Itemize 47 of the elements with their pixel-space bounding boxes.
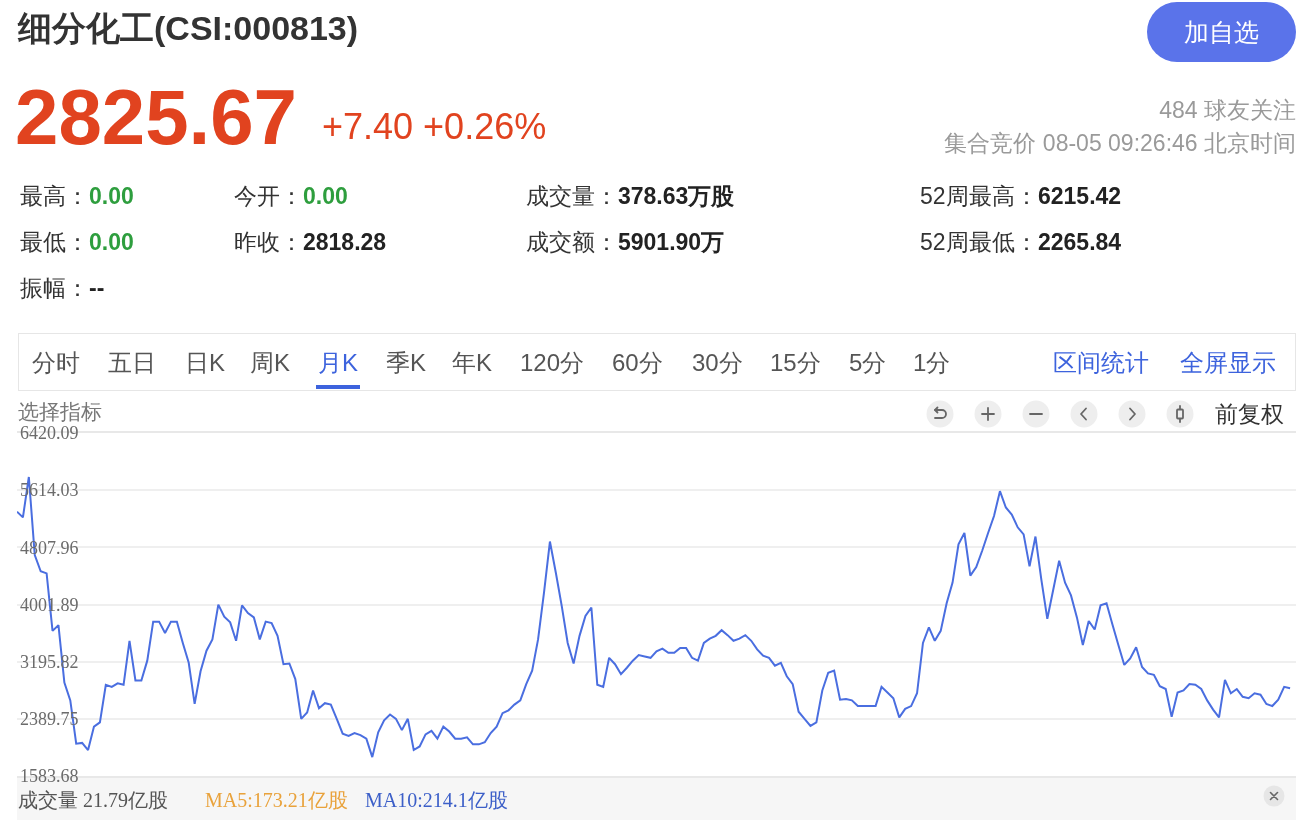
text: 60分 (612, 347, 663, 377)
text: 最高： (20, 182, 89, 211)
text: MA10:214.1亿股 (365, 788, 508, 812)
text: 成交量： (526, 182, 618, 211)
text: 2825.67 (15, 72, 297, 164)
text: 选择指标 (18, 399, 102, 425)
text: 6215.42 (1038, 182, 1122, 211)
text: 0.00 (89, 182, 134, 211)
text: 成交量 21.79亿股 (18, 788, 168, 812)
y-tick-label: 1583.68 (20, 766, 79, 787)
add-to-watchlist-button: 加自选 (1147, 2, 1296, 62)
text: 52周最高： (920, 182, 1038, 211)
text: 月K (318, 347, 359, 377)
text: 52周最低： (920, 228, 1038, 257)
text: 年K (452, 347, 493, 377)
text: 2265.84 (1038, 228, 1122, 257)
text: 484 球友关注 (1159, 96, 1296, 125)
text: 成交额： (526, 228, 618, 257)
text: 集合竞价 08-05 09:26:46 北京时间 (944, 129, 1296, 158)
text: 前复权 (1215, 400, 1284, 429)
text: 五日 (108, 347, 156, 377)
text: 细分化工(CSI:000813) (18, 7, 359, 49)
text: 5分 (849, 347, 887, 377)
text: +7.40 +0.26% (322, 105, 547, 149)
text: 昨收： (234, 228, 303, 257)
text: 最低： (20, 228, 89, 257)
text: 振幅： (20, 274, 89, 303)
text: 0.00 (303, 182, 348, 211)
text: 0.00 (89, 228, 134, 257)
text: 日K (185, 347, 226, 377)
text: 季K (386, 347, 427, 377)
text: MA5:173.21亿股 (205, 788, 348, 812)
text: 分时 (32, 347, 80, 377)
line-series (17, 475, 1292, 759)
text: 378.63万股 (618, 182, 735, 211)
text: 15分 (770, 347, 821, 377)
text: 全屏显示 (1180, 347, 1276, 377)
text: 30分 (692, 347, 743, 377)
y-tick-label: 6420.09 (20, 423, 79, 444)
text: 1分 (913, 347, 951, 377)
text: 今开： (234, 182, 303, 211)
text: 周K (250, 347, 291, 377)
text: 120分 (520, 347, 585, 377)
text: -- (89, 274, 105, 303)
text: 5901.90万 (618, 228, 725, 257)
text: 区间统计 (1053, 347, 1149, 377)
text: 2818.28 (303, 228, 387, 257)
